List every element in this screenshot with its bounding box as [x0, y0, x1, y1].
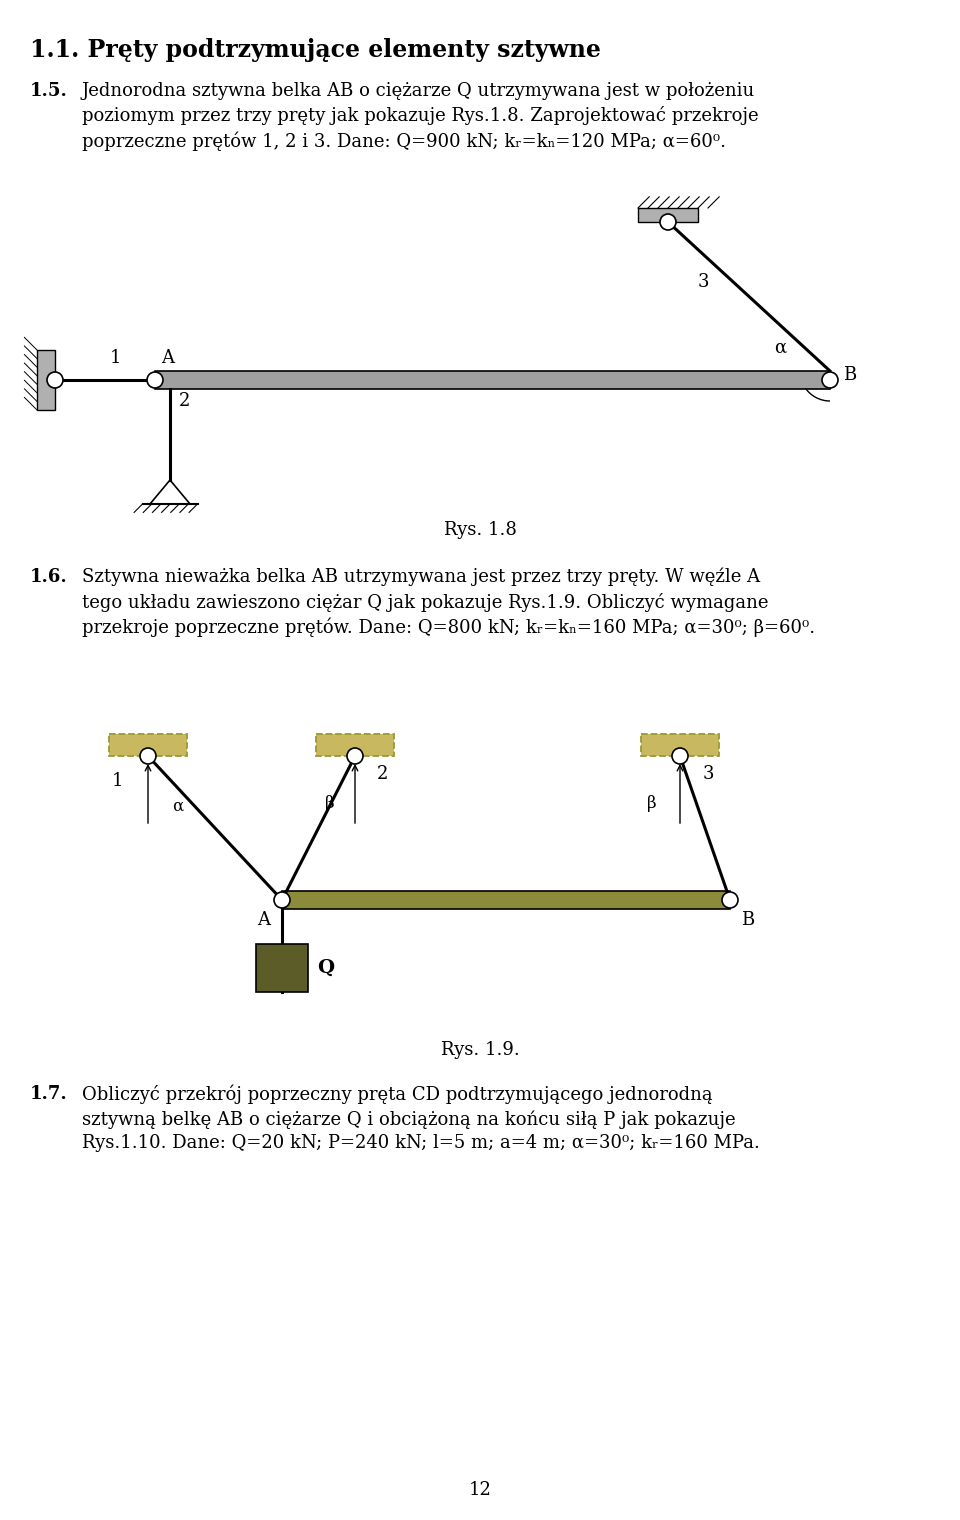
Text: 1: 1: [112, 772, 124, 790]
Text: A: A: [257, 910, 271, 929]
Circle shape: [660, 214, 676, 230]
Text: α: α: [774, 339, 786, 357]
Bar: [155, 371, 830, 389]
Text: Jednorodna sztywna belka AB o ciężarze Q utrzymywana jest w położeniu
poziomym p: Jednorodna sztywna belka AB o ciężarze Q…: [82, 82, 758, 150]
Text: 3: 3: [697, 274, 708, 290]
Text: Obliczyć przekrój poprzeczny pręta CD podtrzymującego jednorodną
sztywną belkę A: Obliczyć przekrój poprzeczny pręta CD po…: [82, 1085, 760, 1152]
Bar: [641, 734, 719, 755]
Text: 1.7.: 1.7.: [30, 1085, 68, 1104]
Circle shape: [140, 748, 156, 765]
Circle shape: [47, 372, 63, 388]
Circle shape: [822, 372, 838, 388]
Text: 1.5.: 1.5.: [30, 82, 68, 100]
Text: 12: 12: [468, 1480, 492, 1499]
Text: Rys. 1.8: Rys. 1.8: [444, 521, 516, 540]
Bar: [109, 734, 187, 755]
Circle shape: [672, 748, 688, 765]
Text: 2: 2: [179, 392, 190, 410]
Circle shape: [722, 892, 738, 907]
Bar: [256, 944, 308, 993]
Text: B: B: [844, 366, 856, 385]
Text: Sztywna nieważka belka AB utrzymywana jest przez trzy pręty. W węźle A
tego ukła: Sztywna nieważka belka AB utrzymywana je…: [82, 568, 815, 637]
Bar: [316, 734, 394, 755]
Text: 2: 2: [377, 765, 389, 783]
Text: 1.1. Pręty podtrzymujące elementy sztywne: 1.1. Pręty podtrzymujące elementy sztywn…: [30, 38, 601, 62]
Text: α: α: [173, 798, 183, 815]
Circle shape: [147, 372, 163, 388]
Text: Q: Q: [318, 959, 335, 977]
Text: B: B: [741, 910, 755, 929]
Text: Rys. 1.9.: Rys. 1.9.: [441, 1041, 519, 1059]
Circle shape: [347, 748, 363, 765]
Text: A: A: [161, 350, 175, 366]
Text: β: β: [325, 795, 335, 813]
Circle shape: [274, 892, 290, 907]
Bar: [37, 350, 55, 410]
Text: 1.6.: 1.6.: [30, 568, 68, 587]
Text: β: β: [647, 795, 657, 813]
Text: 1: 1: [109, 350, 121, 366]
Bar: [282, 891, 730, 909]
Text: 3: 3: [703, 765, 713, 783]
Bar: [638, 208, 698, 222]
